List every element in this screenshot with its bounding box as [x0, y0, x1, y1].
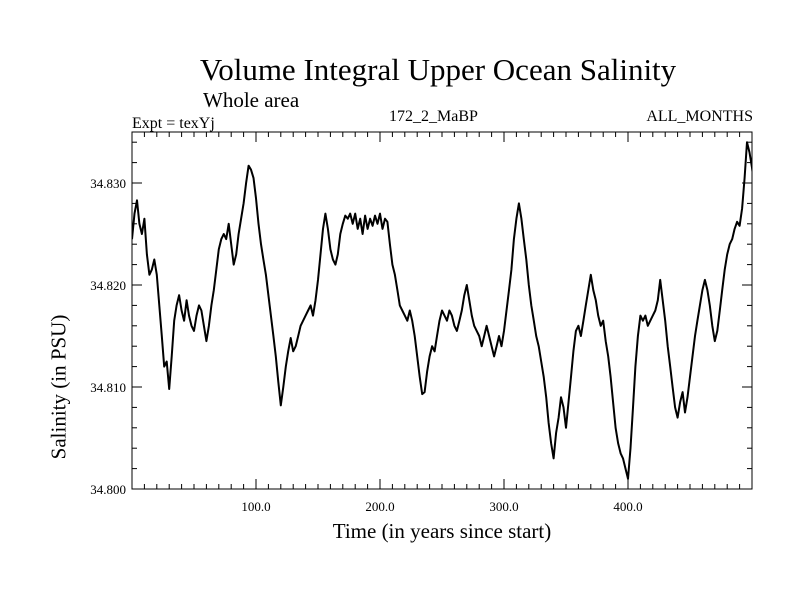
plot-frame	[131, 131, 753, 490]
chart-subtitle: Whole area	[203, 88, 300, 112]
salinity-series-line	[132, 141, 752, 480]
minor-ticks	[132, 132, 752, 489]
x-axis-label: Time (in years since start)	[332, 519, 552, 543]
y-tick-label: 34.810	[90, 380, 126, 395]
chart-title: Volume Integral Upper Ocean Salinity	[199, 52, 677, 87]
x-tick-label: 100.0	[241, 499, 270, 514]
y-tick-label: 34.800	[90, 482, 126, 497]
x-tick-label: 300.0	[489, 499, 518, 514]
age-label: 172_2_MaBP	[389, 108, 478, 125]
experiment-label: Expt = texYj	[132, 115, 215, 132]
months-label: ALL_MONTHS	[646, 108, 753, 125]
x-tick-label: 400.0	[613, 499, 642, 514]
y-tick-label: 34.820	[90, 278, 126, 293]
y-tick-label: 34.830	[90, 176, 126, 191]
tick-labels: 100.0 200.0 300.0 400.0 34.800 34.810 34.820 34…	[90, 176, 642, 514]
x-tick-label: 200.0	[365, 499, 394, 514]
series-layer	[132, 141, 752, 480]
